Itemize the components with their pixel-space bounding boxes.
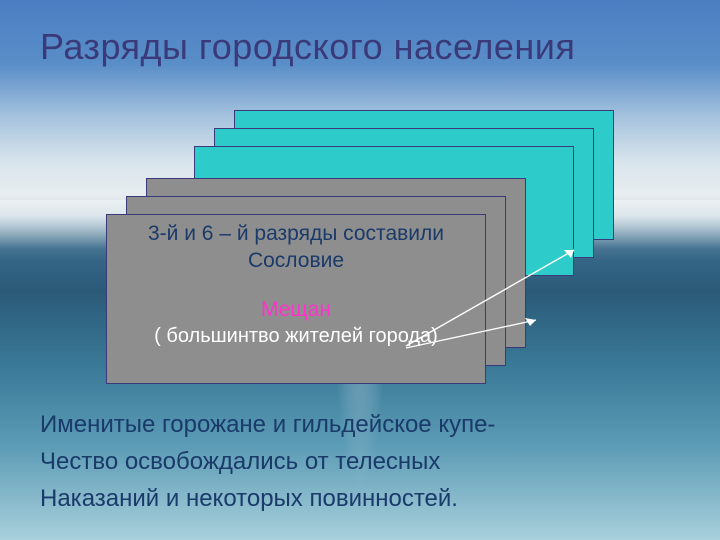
card-stack: 3-й и 6 – й разряды составили Сословие М…: [106, 110, 614, 384]
body-line-2: Чество освобождались от телесных: [40, 443, 495, 480]
body-text: Именитые горожане и гильдейское купе- Че…: [40, 406, 495, 518]
body-line-1: Именитые горожане и гильдейское купе-: [40, 406, 495, 443]
slide-title: Разряды городского населения: [40, 26, 575, 68]
body-line-3: Наказаний и некоторых повинностей.: [40, 480, 495, 517]
gray-card-front: 3-й и 6 – й разряды составили Сословие М…: [106, 214, 486, 384]
gray-line-4: ( большинтво жителей города): [107, 324, 485, 350]
gray-line-3: Мещан: [107, 297, 485, 324]
gray-line-1: 3-й и 6 – й разряды составили: [107, 221, 485, 248]
gray-card-content: 3-й и 6 – й разряды составили Сословие М…: [107, 215, 485, 383]
gray-line-2: Сословие: [107, 248, 485, 275]
